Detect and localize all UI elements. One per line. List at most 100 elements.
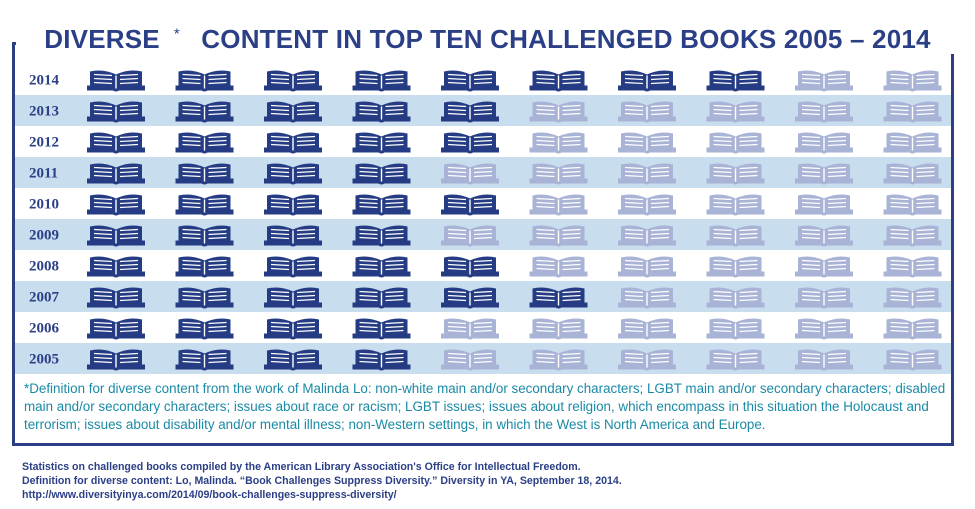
book-icon-diverse <box>175 349 234 371</box>
book-icon-diverse <box>175 318 234 340</box>
book-icon-diverse <box>352 349 411 371</box>
year-label: 2005 <box>29 352 59 368</box>
book-icon-diverse <box>87 256 145 278</box>
year-label: 2013 <box>29 104 59 120</box>
book-icon-not-diverse <box>883 225 942 247</box>
chart-title: DIVERSE * CONTENT IN TOP TEN CHALLENGED B… <box>0 24 975 55</box>
year-label: 2012 <box>29 135 59 151</box>
book-icon-diverse <box>175 287 234 309</box>
book-icon-diverse <box>352 163 411 185</box>
year-label: 2014 <box>29 73 60 89</box>
book-icon-not-diverse <box>795 287 853 309</box>
book-icon-not-diverse <box>618 318 676 340</box>
source-line-ala: Statistics on challenged books compiled … <box>22 461 581 473</box>
book-icon-diverse <box>352 318 411 340</box>
book-icon-not-diverse <box>795 70 853 92</box>
year-label: 2010 <box>29 197 59 213</box>
book-icon-not-diverse <box>706 225 765 247</box>
book-icon-not-diverse <box>529 256 588 278</box>
book-icon-diverse <box>175 163 234 185</box>
book-icon-not-diverse <box>883 287 942 309</box>
book-icon-diverse <box>175 132 234 154</box>
source-line-definition: Definition for diverse content: Lo, Mali… <box>22 475 622 487</box>
book-icon-not-diverse <box>795 194 853 216</box>
book-icon-not-diverse <box>795 225 853 247</box>
year-label: 2009 <box>29 228 59 244</box>
book-icon-diverse <box>352 132 411 154</box>
book-icon-not-diverse <box>618 349 676 371</box>
book-icon-diverse <box>441 256 499 278</box>
book-icon-not-diverse <box>706 349 765 371</box>
book-icon-diverse <box>264 256 322 278</box>
book-icon-diverse <box>441 70 499 92</box>
book-icon-not-diverse <box>618 101 676 123</box>
book-icon-not-diverse <box>618 225 676 247</box>
book-icon-not-diverse <box>795 163 853 185</box>
book-icon-diverse <box>264 287 322 309</box>
definition-footnote: *Definition for diverse content from the… <box>24 381 946 432</box>
book-icon-diverse <box>264 349 322 371</box>
title-rest: CONTENT IN TOP TEN CHALLENGED BOOKS 2005… <box>179 24 945 54</box>
year-label: 2008 <box>29 259 59 275</box>
book-icon-not-diverse <box>795 132 853 154</box>
book-icon-not-diverse <box>706 163 765 185</box>
book-icon-not-diverse <box>795 256 853 278</box>
book-icon-not-diverse <box>529 101 588 123</box>
book-icon-diverse <box>264 70 322 92</box>
sources-block: Statistics on challenged books compiled … <box>22 460 922 502</box>
book-icon-diverse <box>87 163 145 185</box>
book-icon-not-diverse <box>618 256 676 278</box>
book-icon-not-diverse <box>529 132 588 154</box>
title-main: DIVERSE <box>30 24 174 54</box>
book-icon-not-diverse <box>883 163 942 185</box>
book-icon-diverse <box>87 194 145 216</box>
book-icon-not-diverse <box>706 318 765 340</box>
book-icon-diverse <box>175 194 234 216</box>
book-icon-not-diverse <box>441 318 499 340</box>
book-icon-not-diverse <box>795 349 853 371</box>
book-icon-diverse <box>618 70 676 92</box>
book-icon-diverse <box>441 101 499 123</box>
book-icon-diverse <box>529 287 588 309</box>
source-line-url: http://www.diversityinya.com/2014/09/boo… <box>22 489 397 501</box>
year-label: 2011 <box>29 166 58 182</box>
book-icon-not-diverse <box>618 287 676 309</box>
title-asterisk: * <box>173 25 180 43</box>
book-icon-diverse <box>87 287 145 309</box>
book-icon-diverse <box>352 256 411 278</box>
book-icon-diverse <box>264 318 322 340</box>
book-icon-not-diverse <box>618 194 676 216</box>
book-icon-not-diverse <box>441 163 499 185</box>
book-icon-not-diverse <box>706 194 765 216</box>
book-icon-diverse <box>175 70 234 92</box>
book-icon-not-diverse <box>529 225 588 247</box>
year-label: 2006 <box>29 321 60 337</box>
book-icon-not-diverse <box>795 318 853 340</box>
book-icon-diverse <box>441 194 499 216</box>
book-icon-diverse <box>264 225 322 247</box>
book-icon-not-diverse <box>441 349 499 371</box>
book-icon-diverse <box>352 225 411 247</box>
book-icon-diverse <box>352 101 411 123</box>
book-icon-not-diverse <box>618 132 676 154</box>
book-icon-not-diverse <box>529 163 588 185</box>
book-icon-diverse <box>352 70 411 92</box>
book-icon-not-diverse <box>618 163 676 185</box>
book-icon-not-diverse <box>441 225 499 247</box>
book-icon-diverse <box>87 318 145 340</box>
book-icon-not-diverse <box>883 318 942 340</box>
book-icon-not-diverse <box>883 101 942 123</box>
year-label: 2007 <box>29 290 60 306</box>
book-icon-not-diverse <box>883 70 942 92</box>
book-icon-not-diverse <box>706 287 765 309</box>
book-icon-diverse <box>352 287 411 309</box>
book-icon-not-diverse <box>795 101 853 123</box>
book-icon-not-diverse <box>529 194 588 216</box>
book-icon-diverse <box>706 70 765 92</box>
book-icon-not-diverse <box>529 318 588 340</box>
book-icon-diverse <box>87 70 145 92</box>
book-icon-diverse <box>175 256 234 278</box>
book-icon-not-diverse <box>706 101 765 123</box>
book-icon-diverse <box>352 194 411 216</box>
